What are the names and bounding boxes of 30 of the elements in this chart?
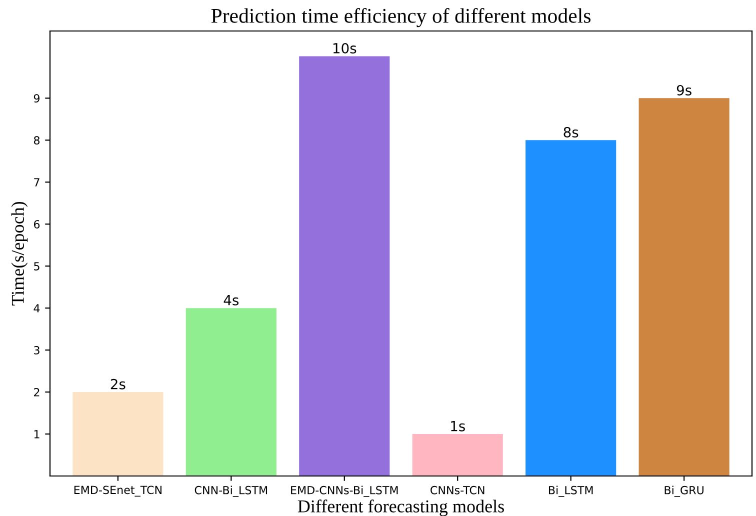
bar — [526, 140, 616, 476]
y-tick-label: 8 — [34, 136, 40, 145]
bar — [72, 392, 164, 476]
data-label: 2s — [110, 378, 126, 390]
y-tick-label: 3 — [34, 346, 40, 354]
y-tick-label: 5 — [34, 262, 40, 270]
y-tick-label: 4 — [34, 304, 40, 312]
bar — [186, 308, 276, 476]
data-label: 1s — [451, 421, 465, 432]
data-label: 10s — [333, 42, 356, 54]
x-axis-title: Different forecasting models — [298, 500, 504, 516]
data-label: 9s — [676, 84, 692, 96]
chart-title: Prediction time efficiency of different models — [211, 8, 590, 28]
y-tick-label: 6 — [34, 220, 40, 228]
x-tick-label: CNNs-TCN — [430, 486, 484, 494]
data-label: 8s — [564, 126, 578, 138]
y-tick-label: 2 — [34, 388, 40, 396]
y-tick-label: 9 — [34, 94, 40, 103]
x-tick-label: Bi_LSTM — [548, 486, 593, 497]
bar — [412, 434, 503, 476]
y-axis-title: Time(s/epoch) — [11, 202, 28, 306]
bar — [638, 98, 730, 476]
data-label: 4s — [224, 295, 239, 306]
x-tick-label: EMD-CNNs-Bi_LSTM — [291, 486, 398, 497]
y-tick-label: 1 — [34, 430, 40, 438]
x-tick-label: EMD-SEnet_TCN — [74, 486, 162, 497]
bar — [299, 56, 390, 476]
x-tick-label: CNN-Bi_LSTM — [194, 486, 268, 497]
x-tick-label: Bi_GRU — [664, 486, 704, 497]
y-tick-label: 7 — [34, 178, 40, 186]
